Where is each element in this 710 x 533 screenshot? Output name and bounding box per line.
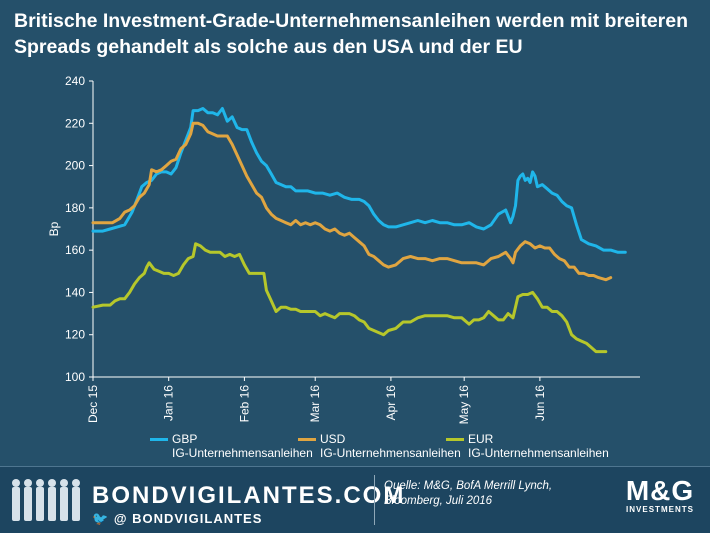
y-tick-label: 220: [65, 116, 85, 130]
y-tick-label: 140: [65, 285, 85, 299]
social-handle: 🐦 @ BONDVIGILANTES: [92, 511, 262, 527]
series-line-usd: [91, 121, 613, 282]
series-line-gbp: [91, 107, 627, 254]
source-line-2: Bloomberg, Juli 2016: [384, 495, 493, 507]
y-tick-label: 200: [65, 159, 85, 173]
y-axis-label: Bp: [47, 221, 61, 236]
twitter-icon: 🐦: [92, 511, 110, 526]
footer-bar: BONDVIGILANTES.COM 🐦 @ BONDVIGILANTES Qu…: [0, 466, 710, 533]
mg-logo-text: M&G: [625, 475, 695, 506]
y-tick-label: 240: [65, 74, 85, 88]
x-tick-label: Dec 15: [86, 385, 100, 423]
legend-label-eur-line2: IG-Unternehmensanleihen: [468, 446, 609, 460]
x-tick-label: Jun 16: [533, 385, 547, 421]
x-tick-label: Jan 16: [162, 385, 176, 421]
source-line-1: Quelle: M&G, BofA Merrill Lynch,: [384, 480, 553, 492]
legend-item-eur: EUR IG-Unternehmensanleihen: [446, 432, 609, 460]
x-tick-label: Mar 16: [308, 385, 322, 423]
legend-item-usd: USD IG-Unternehmensanleihen: [298, 432, 461, 460]
series-line-eur: [91, 242, 608, 354]
legend-label-usd-line2: IG-Unternehmensanleihen: [320, 446, 461, 460]
legend-swatch-eur: [446, 438, 464, 441]
footer-divider: [374, 475, 375, 525]
legend-label-usd-line1: USD: [320, 432, 346, 446]
line-chart: 100 120 140 160 180 200 220 240 Dec 15 Jan 16 Feb …: [47, 74, 640, 424]
people-silhouettes-icon: [12, 479, 80, 521]
mg-logo: M&G INVESTMENTS: [620, 475, 700, 514]
y-tick-label: 160: [65, 243, 85, 257]
legend-label-gbp-line2: IG-Unternehmensanleihen: [172, 446, 313, 460]
source-note: Quelle: M&G, BofA Merrill Lynch, Bloombe…: [384, 479, 552, 509]
mg-logo-subtitle: INVESTMENTS: [626, 505, 694, 514]
social-handle-text: @ BONDVIGILANTES: [113, 511, 263, 526]
chart-title: Britische Investment-Grade-Unternehmensa…: [14, 10, 689, 58]
y-tick-label: 120: [65, 328, 85, 342]
y-tick-label: 180: [65, 201, 85, 215]
legend-swatch-usd: [298, 438, 316, 441]
chart-series: [91, 107, 627, 354]
brand-name: BONDVIGILANTES.COM: [92, 482, 406, 509]
legend-label-gbp-line1: GBP: [172, 432, 198, 446]
legend-swatch-gbp: [150, 438, 168, 441]
legend-label-eur-line1: EUR: [468, 432, 494, 446]
legend-item-gbp: GBP IG-Unternehmensanleihen: [150, 432, 313, 460]
x-tick-label: Apr 16: [384, 385, 398, 421]
x-tick-label: Feb 16: [237, 385, 251, 423]
y-tick-label: 100: [65, 370, 85, 384]
chart-axes: 100 120 140 160 180 200 220 240 Dec 15 Jan 16 Feb …: [47, 74, 640, 424]
x-tick-label: May 16: [457, 385, 471, 425]
